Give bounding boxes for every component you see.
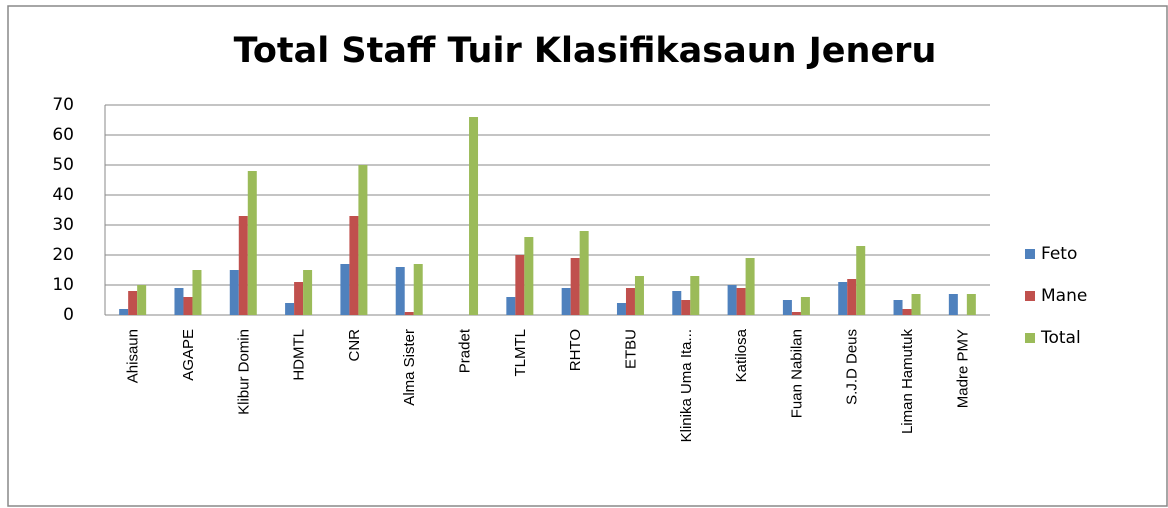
y-tick-label: 70	[52, 95, 74, 115]
bar	[625, 288, 635, 315]
bar	[395, 267, 405, 315]
y-tick-label: 0	[63, 305, 74, 325]
bar	[902, 309, 912, 315]
bar	[515, 255, 525, 315]
bar	[634, 276, 644, 315]
legend-label: Total	[1040, 328, 1081, 348]
bar	[229, 270, 239, 315]
bar	[349, 216, 359, 315]
x-tick-label: Madre PMY	[954, 329, 971, 408]
y-tick-label: 50	[52, 155, 74, 175]
bar	[413, 264, 423, 315]
legend-swatch	[1025, 249, 1035, 259]
bar	[404, 312, 414, 315]
bar	[893, 300, 903, 315]
x-tick-label: CNR	[346, 329, 363, 362]
x-tick-label: Ahisaun	[125, 329, 142, 383]
legend-label: Mane	[1041, 286, 1087, 306]
bar	[238, 216, 248, 315]
bar	[561, 288, 571, 315]
bar	[911, 294, 921, 315]
bar	[294, 282, 304, 315]
bar	[183, 297, 193, 315]
bar	[570, 258, 580, 315]
legend-swatch	[1025, 291, 1035, 301]
x-tick-label: TLMTL	[512, 329, 529, 377]
legend-swatch	[1025, 333, 1035, 343]
bar	[506, 297, 516, 315]
x-tick-label: Alma Sister	[401, 329, 418, 406]
bar	[192, 270, 202, 315]
y-tick-label: 20	[52, 245, 74, 265]
x-tick-label: AGAPE	[180, 329, 197, 381]
y-tick-label: 40	[52, 185, 74, 205]
bar	[174, 288, 184, 315]
bar	[340, 264, 350, 315]
bar	[579, 231, 589, 315]
x-tick-label: RHTO	[567, 329, 584, 371]
x-tick-label: Katilosa	[733, 328, 750, 382]
bar	[358, 165, 368, 315]
chart-title: Total Staff Tuir Klasifikasaun Jeneru	[234, 31, 937, 71]
bar	[800, 297, 810, 315]
bar	[681, 300, 691, 315]
bar	[782, 300, 792, 315]
bar	[469, 117, 479, 315]
x-tick-label: Klinika Uma Ita...	[678, 329, 695, 442]
x-tick-label: ETBU	[622, 329, 639, 369]
bar	[672, 291, 682, 315]
bar	[736, 288, 746, 315]
y-tick-label: 10	[52, 275, 74, 295]
bar	[847, 279, 857, 315]
bar	[616, 303, 626, 315]
x-tick-label: Fuan Nabilan	[788, 329, 805, 418]
bar	[285, 303, 295, 315]
bar	[690, 276, 700, 315]
y-tick-label: 60	[52, 125, 74, 145]
bar	[745, 258, 755, 315]
bar	[247, 171, 257, 315]
x-tick-label: Liman Hamutuk	[899, 329, 916, 435]
bar	[524, 237, 534, 315]
bar	[128, 291, 138, 315]
bar	[791, 312, 801, 315]
x-tick-label: S.J.D Deus	[844, 329, 861, 405]
y-tick-label: 30	[52, 215, 74, 235]
bar	[303, 270, 313, 315]
bar	[838, 282, 848, 315]
legend-label: Feto	[1041, 244, 1077, 264]
x-tick-label: HDMTL	[291, 329, 308, 381]
bar	[856, 246, 866, 315]
x-tick-label: Pradet	[457, 328, 474, 373]
bar	[137, 285, 147, 315]
x-tick-label: Klibur Domin	[235, 329, 252, 415]
bar	[727, 285, 737, 315]
bar	[966, 294, 976, 315]
bar	[119, 309, 129, 315]
bar	[948, 294, 958, 315]
